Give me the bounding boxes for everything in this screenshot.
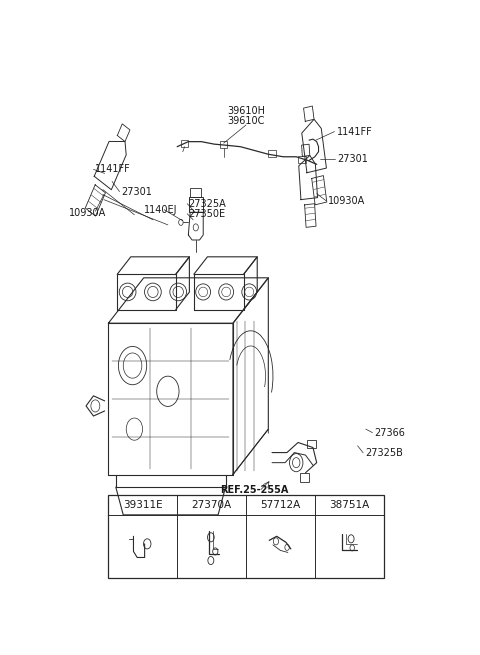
- Text: 10930A: 10930A: [69, 208, 107, 218]
- Text: 39311E: 39311E: [123, 500, 163, 510]
- Text: 38751A: 38751A: [329, 500, 369, 510]
- Text: 27350E: 27350E: [188, 209, 226, 219]
- Bar: [108, 495, 384, 578]
- Bar: [220, 141, 228, 148]
- Bar: [190, 188, 201, 197]
- Bar: [298, 156, 306, 163]
- Bar: [307, 440, 315, 447]
- Text: 1141FF: 1141FF: [337, 126, 373, 136]
- Text: 27325A: 27325A: [188, 198, 226, 209]
- Text: 10930A: 10930A: [328, 196, 365, 206]
- Text: 27301: 27301: [121, 187, 152, 196]
- Text: 27301: 27301: [337, 155, 368, 164]
- Text: 1141FF: 1141FF: [96, 164, 131, 174]
- Text: REF.25-255A: REF.25-255A: [220, 485, 288, 495]
- Bar: [189, 197, 203, 212]
- Text: 27370A: 27370A: [192, 500, 232, 510]
- Text: 57712A: 57712A: [260, 500, 300, 510]
- Bar: [300, 473, 309, 482]
- Bar: [268, 150, 276, 157]
- Bar: [181, 140, 188, 147]
- Text: 1140EJ: 1140EJ: [144, 205, 177, 215]
- Text: 27325B: 27325B: [365, 448, 403, 458]
- Text: 39610H: 39610H: [227, 106, 265, 117]
- Text: 27366: 27366: [374, 428, 405, 438]
- Text: 39610C: 39610C: [228, 117, 264, 126]
